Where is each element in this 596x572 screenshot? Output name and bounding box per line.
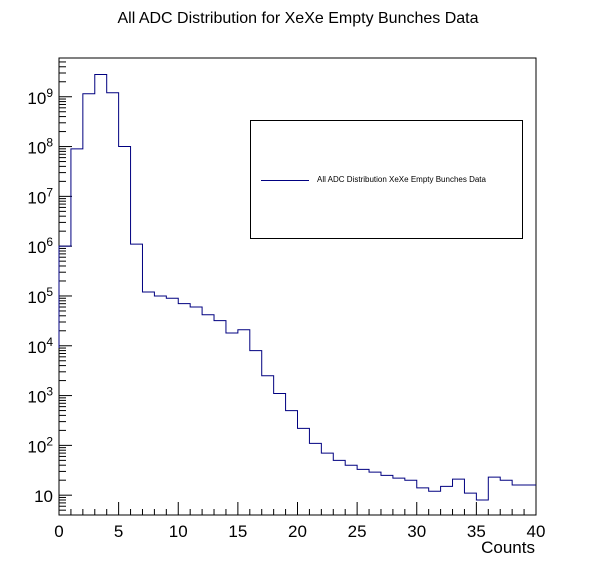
x-tick-label: 35 <box>467 522 486 541</box>
y-tick-label: 104 <box>27 335 53 357</box>
y-tick-label: 108 <box>27 136 53 158</box>
y-tick-label: 109 <box>27 86 53 108</box>
y-tick-label: 107 <box>27 185 53 207</box>
x-tick-label: 30 <box>407 522 426 541</box>
x-tick-label: 5 <box>114 522 123 541</box>
x-tick-label: 0 <box>54 522 63 541</box>
legend-entry-label: All ADC Distribution XeXe Empty Bunches … <box>317 175 486 184</box>
legend-line-marker <box>261 180 309 181</box>
y-tick-label: 10 <box>34 487 53 506</box>
chart-title: All ADC Distribution for XeXe Empty Bunc… <box>117 10 479 27</box>
x-tick-label: 15 <box>228 522 247 541</box>
y-tick-label: 103 <box>27 385 53 407</box>
histogram-series-line <box>58 73 536 501</box>
y-tick-label: 106 <box>27 235 53 257</box>
x-tick-label: 10 <box>169 522 188 541</box>
x-axis-label: Counts <box>481 538 535 557</box>
x-tick-label: 20 <box>288 522 307 541</box>
y-tick-label: 105 <box>27 285 53 307</box>
x-tick-label: 40 <box>527 522 546 541</box>
x-tick-label: 25 <box>348 522 367 541</box>
y-tick-label: 102 <box>27 434 53 456</box>
legend: All ADC Distribution XeXe Empty Bunches … <box>250 120 523 239</box>
